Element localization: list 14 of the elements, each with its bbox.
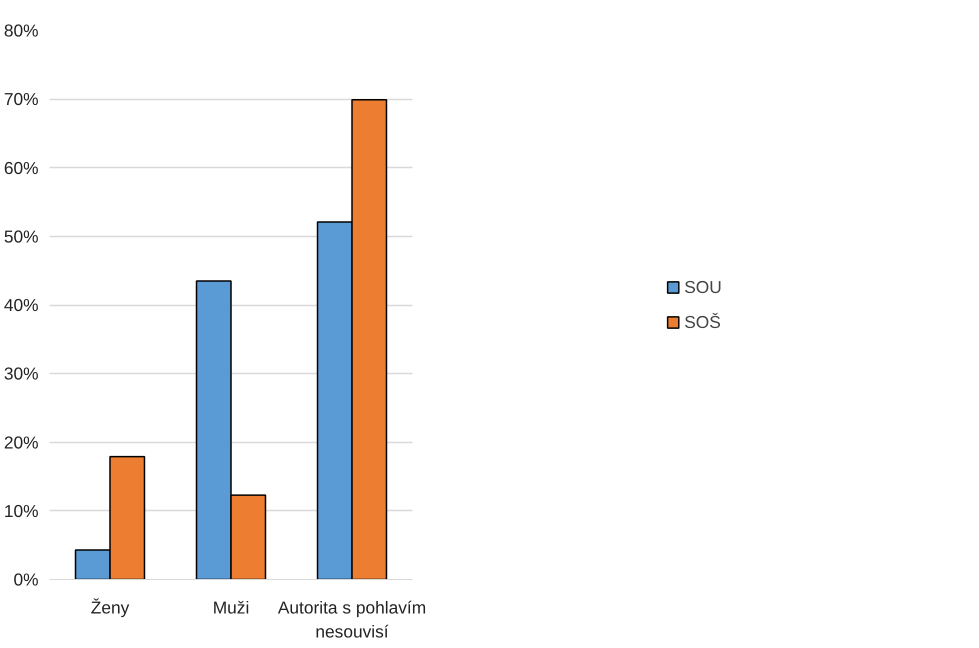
x-tick-label: Muži bbox=[212, 598, 250, 618]
y-tick-label: 70% bbox=[4, 89, 39, 110]
y-tick-label: 80% bbox=[4, 20, 39, 40]
x-tick-label: Ženy bbox=[90, 598, 130, 618]
y-tick-label: 10% bbox=[4, 500, 39, 521]
y-tick-label: 60% bbox=[4, 158, 39, 178]
y-tick-label: 30% bbox=[4, 364, 39, 384]
legend-label: SOU bbox=[684, 276, 722, 298]
legend-label: SOŠ bbox=[684, 312, 721, 332]
y-tick-label: 20% bbox=[4, 432, 39, 452]
y-tick-label: 50% bbox=[4, 226, 39, 246]
y-tick-label: 0% bbox=[13, 570, 38, 590]
y-tick-label: 40% bbox=[4, 295, 39, 315]
x-tick-label: Autorita s pohlavím nesouvisí bbox=[278, 598, 426, 642]
